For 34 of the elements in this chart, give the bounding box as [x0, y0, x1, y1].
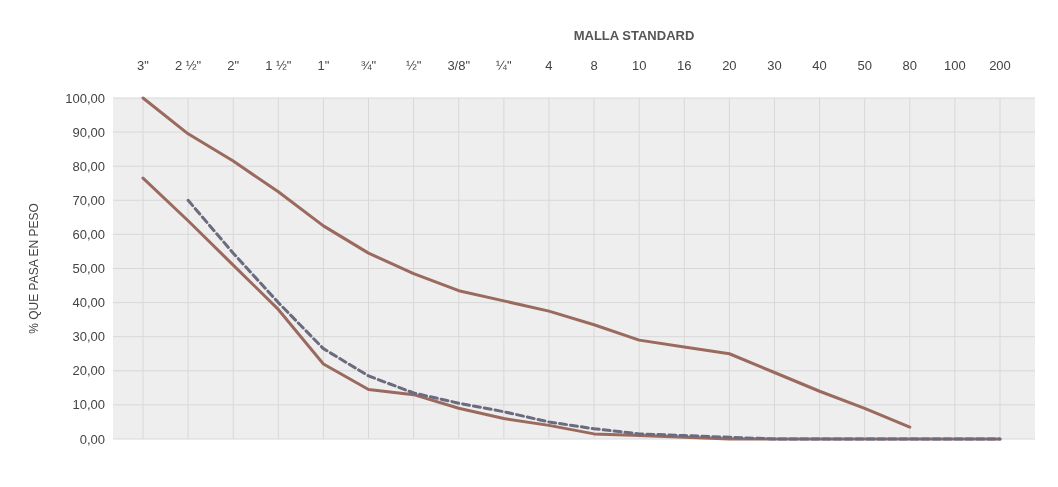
y-tick-label: 0,00 — [79, 431, 105, 447]
x-tick-label: 2 ½" — [174, 58, 202, 73]
y-tick-label: 80,00 — [72, 158, 105, 174]
y-tick-label: 40,00 — [72, 295, 105, 311]
x-tick-label: 8 — [590, 58, 598, 73]
x-tick-label: 40 — [812, 58, 827, 73]
y-tick-label: 10,00 — [72, 397, 105, 413]
y-tick-label: 60,00 — [72, 226, 105, 242]
x-tick-label: 10 — [631, 58, 647, 73]
x-tick-label: 30 — [767, 58, 782, 73]
x-tick-label: 50 — [857, 58, 872, 73]
y-tick-label: 90,00 — [72, 124, 105, 140]
y-axis-title: % QUE PASA EN PESO — [27, 203, 41, 334]
x-tick-label: ¼" — [496, 58, 512, 73]
line-series — [141, 96, 912, 429]
x-axis-title: MALLA STANDARD — [573, 28, 695, 43]
x-tick-label: 3" — [137, 58, 150, 73]
x-tick-label: 3/8" — [447, 58, 471, 73]
x-tick-label: 20 — [722, 58, 737, 73]
x-tick-label: 200 — [989, 58, 1011, 73]
x-tick-label: ¾" — [360, 58, 377, 73]
y-tick-label: 30,00 — [72, 329, 105, 345]
x-tick-label: ½" — [405, 58, 422, 73]
x-tick-label: 80 — [902, 58, 918, 73]
y-tick-label: 50,00 — [72, 261, 105, 277]
y-tick-label: 70,00 — [72, 192, 105, 208]
y-tick-label: 20,00 — [72, 363, 105, 379]
x-tick-label: 4 — [545, 58, 553, 73]
x-tick-label: 16 — [677, 58, 692, 73]
x-tick-label: 1" — [317, 58, 330, 73]
x-tick-label: 2" — [227, 58, 240, 73]
x-tick-label: 1 ½" — [265, 58, 292, 73]
y-tick-label: 100,00 — [65, 90, 105, 106]
x-tick-label: 100 — [944, 58, 966, 73]
